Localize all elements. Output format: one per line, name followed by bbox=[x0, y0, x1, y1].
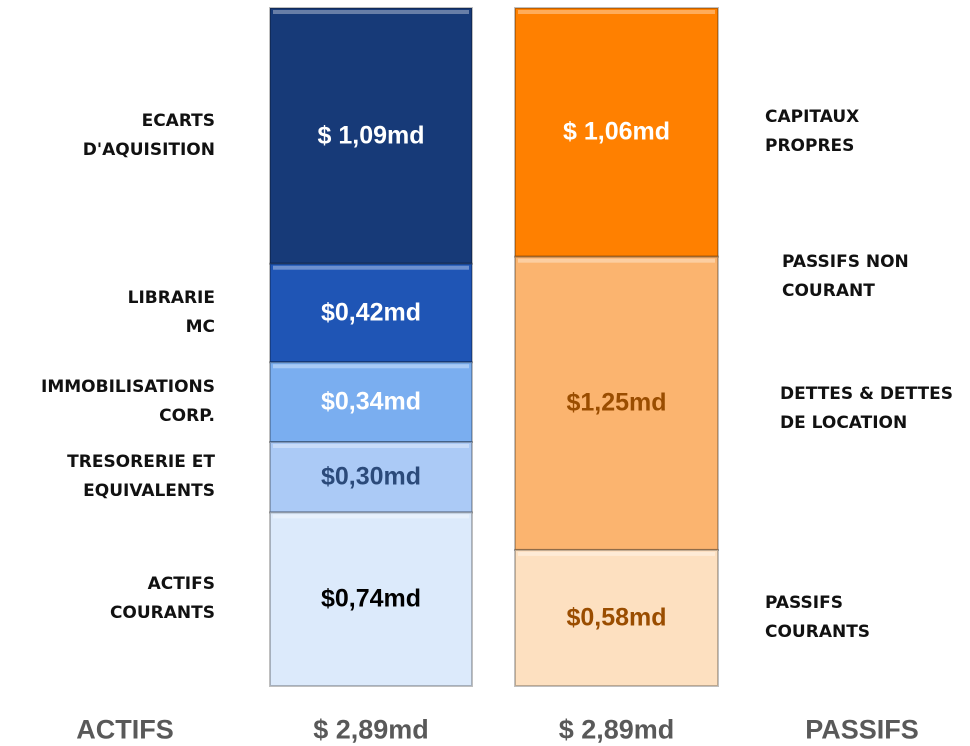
value-label: $0,42md bbox=[320, 298, 422, 327]
value-label: $0,30md bbox=[320, 462, 422, 491]
segment-label: ECARTS D'AQUISITION bbox=[82, 110, 215, 160]
bevel bbox=[273, 10, 469, 14]
bar-segment bbox=[269, 262, 473, 364]
bar-segment bbox=[514, 548, 719, 687]
value-label: $ 1,09md bbox=[317, 121, 425, 150]
bevel bbox=[273, 514, 469, 519]
segment-label: IMMOBILISATIONS CORP. bbox=[41, 377, 215, 427]
bevel bbox=[518, 10, 715, 14]
bevel bbox=[518, 258, 715, 263]
column-name: ACTIFS bbox=[76, 714, 174, 745]
segment-label: PASSIFS COURANTS bbox=[765, 592, 871, 642]
bar-segment bbox=[514, 7, 719, 258]
segment-label: PASSIFS NON COURANT bbox=[782, 251, 909, 301]
bevel bbox=[273, 444, 469, 449]
value-label: $0,34md bbox=[320, 387, 422, 416]
bevel bbox=[273, 364, 469, 369]
value-label: $0,74md bbox=[320, 584, 422, 613]
segment-label: LIBRARIE MC bbox=[127, 287, 215, 337]
bevel bbox=[273, 265, 469, 270]
segment-label: CAPITAUX PROPRES bbox=[765, 107, 860, 157]
bar-segment bbox=[269, 441, 473, 514]
segment-sublabel: DETTES & DETTES DE LOCATION bbox=[780, 384, 953, 434]
segment-label: ACTIFS COURANTS bbox=[109, 574, 215, 624]
bevel bbox=[518, 551, 715, 556]
bar-segment bbox=[269, 7, 473, 265]
bar-segment bbox=[269, 511, 473, 687]
column-total: $ 2,89md bbox=[558, 714, 675, 745]
value-label: $1,25md bbox=[566, 388, 667, 417]
column-name: PASSIFS bbox=[805, 714, 919, 745]
segment-label: TRESORERIE ET EQUIVALENTS bbox=[67, 452, 215, 502]
bar-segment bbox=[514, 255, 719, 551]
column-total: $ 2,89md bbox=[313, 714, 429, 745]
value-label: $ 1,06md bbox=[562, 117, 671, 146]
value-label: $0,58md bbox=[566, 603, 667, 632]
